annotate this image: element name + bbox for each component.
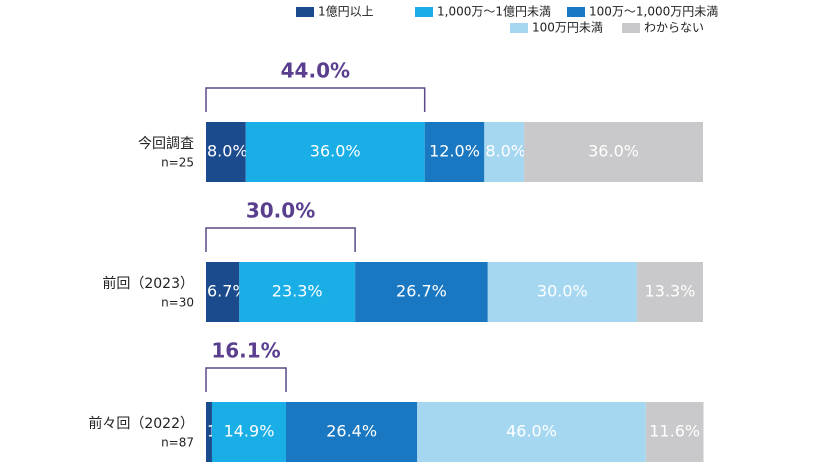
value-label: 26.4% xyxy=(326,422,377,441)
legend-label: わからない xyxy=(644,21,704,35)
category-label: 前々回（2022） xyxy=(88,415,194,432)
legend-label: 1億円以上 xyxy=(318,5,374,19)
bar-segment xyxy=(211,402,287,462)
sample-size: n=30 xyxy=(161,296,194,310)
value-label: 14.9% xyxy=(224,422,275,441)
legend-swatch xyxy=(622,23,640,33)
bar-segment xyxy=(417,402,646,462)
bracket xyxy=(205,367,287,392)
bar-segment xyxy=(245,122,425,182)
legend-swatch xyxy=(415,7,433,17)
category-label: 今回調査 xyxy=(138,136,194,152)
value-label: 13.3% xyxy=(645,282,696,301)
value-label: 23.3% xyxy=(272,282,323,301)
bracket-total: 30.0% xyxy=(246,199,315,223)
legend-label: 100万〜1,000万円未満 xyxy=(589,5,718,19)
bar-segment xyxy=(355,262,488,322)
bar-segment xyxy=(206,262,240,322)
bar-segment xyxy=(524,122,703,182)
sample-size: n=25 xyxy=(161,156,194,170)
bracket-total: 16.1% xyxy=(211,339,280,363)
sample-size: n=87 xyxy=(161,436,194,450)
bar-segment xyxy=(487,262,637,322)
category-label: 前回（2023） xyxy=(102,275,194,292)
value-label: 6.7% xyxy=(207,282,248,301)
bar-segment xyxy=(206,122,246,182)
legend-swatch xyxy=(510,23,528,33)
bar-segment xyxy=(636,262,703,322)
value-label: 30.0% xyxy=(537,282,588,301)
legend-label: 100万円未満 xyxy=(532,21,603,35)
legend-label: 1,000万〜1億円未満 xyxy=(437,5,551,19)
bracket-total: 44.0% xyxy=(281,59,350,83)
legend-swatch xyxy=(567,7,585,17)
value-label: 11.6% xyxy=(649,422,700,441)
bar-segment xyxy=(424,122,485,182)
value-label: 8.0% xyxy=(207,142,248,161)
value-label: 26.7% xyxy=(396,282,447,301)
bar-segment xyxy=(645,402,704,462)
value-label: 8.0% xyxy=(485,142,526,161)
value-label: 12.0% xyxy=(429,142,480,161)
bar-segment xyxy=(484,122,525,182)
value-label: 36.0% xyxy=(588,142,639,161)
bar-segment xyxy=(206,402,212,462)
bracket xyxy=(205,227,356,252)
bar-segment xyxy=(239,262,356,322)
value-label: 36.0% xyxy=(310,142,361,161)
legend-swatch xyxy=(296,7,314,17)
bracket xyxy=(205,87,426,112)
bar-segment xyxy=(286,402,418,462)
value-label: 46.0% xyxy=(506,422,557,441)
